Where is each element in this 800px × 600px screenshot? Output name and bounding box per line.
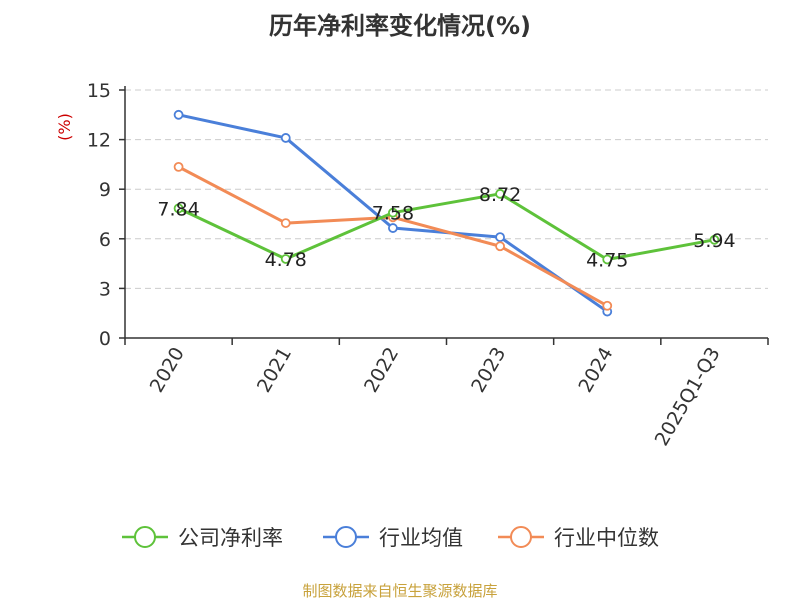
data-point-0-2 [388, 207, 398, 218]
x-tick-label-4: 2024 [574, 344, 617, 397]
x-tick-labels: 2020 2021 2022 2023 2024 2025Q1-Q3 [124, 338, 769, 450]
y-tick-label-1: 3 [99, 278, 111, 300]
legend-label-0: 公司净利率 [178, 526, 283, 550]
y-tick-label-5: 15 [87, 80, 111, 102]
legend-item-0[interactable]: 公司净利率 [122, 526, 283, 550]
y-tick-label-0: 0 [99, 328, 111, 350]
data-label-0-4: 4.75 [586, 249, 628, 271]
data-point-0-0 [173, 203, 184, 214]
data-point-2-1 [280, 218, 291, 228]
legend-marker-2 [510, 526, 532, 548]
grid-lines [125, 89, 768, 289]
x-tick-label-1: 2021 [253, 344, 296, 397]
legend-item-1[interactable]: 行业均值 [323, 526, 463, 550]
y-tick-label-3: 9 [99, 179, 111, 201]
x-tick-label-0: 2020 [146, 344, 189, 397]
source-note: 制图数据来自恒生聚源数据库 [302, 582, 497, 600]
series-line-2 [177, 165, 608, 308]
data-point-0-4 [602, 254, 613, 265]
data-point-0-5 [709, 234, 720, 245]
y-tick-label-2: 6 [99, 229, 111, 251]
data-label-0-2: 7.58 [372, 203, 414, 225]
y-axis-label: (%) [55, 113, 74, 141]
data-label-0-1: 4.78 [265, 249, 307, 271]
data-label-0-5: 5.94 [693, 230, 735, 252]
series-line-0 [177, 192, 715, 261]
legend-label-1: 行业均值 [379, 526, 463, 550]
series-lines [173, 109, 720, 317]
y-tick-labels: 0 3 6 9 12 15 [87, 80, 125, 350]
legend-label-2: 行业中位数 [554, 526, 659, 550]
legend-marker-1 [335, 526, 357, 548]
chart-title: 历年净利率变化情况(%) [269, 12, 531, 40]
data-point-0-3 [495, 188, 505, 199]
data-point-0-1 [280, 254, 291, 264]
data-point-2-3 [495, 241, 505, 252]
legend-item-2[interactable]: 行业中位数 [498, 526, 659, 550]
data-point-1-0 [173, 109, 184, 120]
data-label-0-0: 7.84 [157, 198, 199, 220]
data-point-1-2 [388, 223, 398, 233]
series-0 [173, 188, 720, 265]
data-point-2-4 [602, 300, 613, 311]
data-label-0-3: 8.72 [479, 184, 521, 206]
data-labels: 7.84 4.78 7.58 8.72 4.75 5.94 [157, 184, 735, 272]
legend-marker-0 [134, 526, 156, 548]
x-tick-label-3: 2023 [467, 344, 510, 397]
legend[interactable]: 公司净利率 行业均值 行业中位数 [122, 526, 659, 550]
data-point-1-1 [280, 133, 291, 143]
x-tick-label-2: 2022 [360, 344, 403, 397]
x-tick-label-5: 2025Q1-Q3 [651, 344, 725, 450]
series-1 [173, 109, 613, 317]
data-point-1-3 [495, 232, 505, 243]
y-tick-label-4: 12 [87, 130, 111, 152]
data-point-2-0 [173, 161, 184, 172]
